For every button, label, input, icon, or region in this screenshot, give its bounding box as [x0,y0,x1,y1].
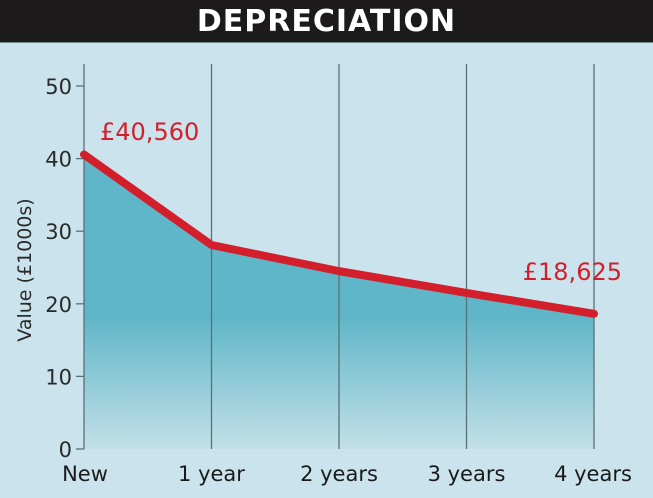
labels: New 1 year 2 years 3 years 4 years £40,560 £18… [62,118,632,486]
x-category-label: New [62,462,108,486]
x-category-label: 3 years [428,462,506,486]
x-category-label: 1 year [178,462,245,486]
y-tick-label: 40 [45,148,72,172]
x-category-label: 4 years [554,462,632,486]
y-axis-title: Value (£1000s) [14,198,36,341]
x-category-label: 2 years [300,462,378,486]
chart-title: DEPRECIATION [196,3,457,39]
value-line [80,150,598,318]
annotation-4yr-value: £18,625 [523,258,622,286]
y-axis: 0 10 20 30 40 50 [45,75,84,462]
y-tick-label: 50 [45,75,72,99]
y-tick-label: 10 [45,365,72,389]
annotation-new-value: £40,560 [100,118,199,146]
vertical-gridlines [83,64,595,449]
chart-title-bar: DEPRECIATION [0,0,653,43]
y-tick-label: 0 [59,438,72,462]
y-tick-label: 30 [45,220,72,244]
y-tick-label: 20 [45,293,72,317]
